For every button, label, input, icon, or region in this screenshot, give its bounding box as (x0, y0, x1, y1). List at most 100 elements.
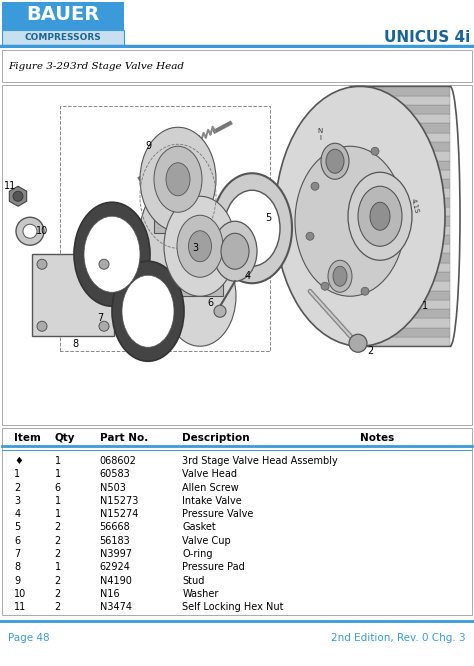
Ellipse shape (358, 186, 402, 246)
Bar (350, 151, 450, 161)
Text: N15274: N15274 (100, 509, 138, 519)
Bar (350, 188, 450, 198)
Text: Washer: Washer (182, 589, 219, 599)
Bar (350, 244, 450, 253)
Circle shape (371, 147, 379, 155)
Ellipse shape (154, 147, 202, 212)
Text: 7: 7 (14, 549, 20, 559)
Text: 5: 5 (14, 522, 20, 533)
Bar (350, 300, 450, 309)
Text: 3: 3 (14, 496, 20, 506)
Bar (350, 105, 450, 114)
Text: 5: 5 (265, 213, 271, 223)
Bar (350, 114, 450, 123)
Bar (32, 254, 114, 336)
Bar (350, 318, 450, 328)
Text: O-ring: O-ring (182, 549, 213, 559)
Bar (2, 30, 124, 46)
Text: 2: 2 (55, 535, 61, 546)
Text: Item: Item (14, 433, 41, 444)
Bar (350, 179, 450, 188)
Ellipse shape (212, 173, 292, 283)
Text: Intake Valve: Intake Valve (182, 496, 242, 506)
Bar (350, 253, 450, 262)
Ellipse shape (122, 275, 174, 347)
Text: Valve Head: Valve Head (182, 469, 237, 480)
Text: Valve Cup: Valve Cup (182, 535, 231, 546)
Text: 2: 2 (14, 482, 20, 493)
Circle shape (23, 224, 37, 238)
Circle shape (99, 321, 109, 331)
Bar (350, 95, 450, 105)
Text: Qty: Qty (55, 433, 75, 444)
Bar (350, 142, 450, 151)
Text: UNICUS 4i: UNICUS 4i (384, 31, 470, 45)
Text: 11: 11 (14, 602, 27, 613)
Text: 1: 1 (422, 301, 428, 311)
Ellipse shape (140, 127, 216, 231)
Text: 1: 1 (55, 562, 61, 573)
Circle shape (311, 182, 319, 190)
Text: 9: 9 (14, 575, 20, 586)
Bar (350, 170, 450, 179)
Ellipse shape (370, 202, 390, 230)
Text: 2: 2 (55, 575, 61, 586)
Ellipse shape (348, 172, 412, 260)
Text: Pressure Valve: Pressure Valve (182, 509, 254, 519)
Circle shape (16, 217, 44, 245)
Text: 60583: 60583 (100, 469, 130, 480)
Bar (350, 235, 450, 244)
Text: N16: N16 (100, 589, 119, 599)
Ellipse shape (295, 147, 405, 296)
Circle shape (37, 259, 47, 269)
Text: 2nd Edition, Rev. 0 Chg. 3: 2nd Edition, Rev. 0 Chg. 3 (331, 633, 466, 643)
Ellipse shape (164, 196, 236, 296)
Circle shape (349, 334, 367, 352)
Text: 2: 2 (367, 346, 373, 356)
Text: 2: 2 (55, 522, 61, 533)
Ellipse shape (275, 87, 445, 346)
Text: 10: 10 (36, 226, 48, 236)
Text: 1: 1 (55, 509, 61, 519)
Text: Allen Screw: Allen Screw (182, 482, 239, 493)
Text: 3rd Stage Valve Head Assembly: 3rd Stage Valve Head Assembly (182, 456, 338, 466)
Text: COMPRESSORS: COMPRESSORS (25, 33, 101, 43)
Text: 56668: 56668 (100, 522, 130, 533)
Text: 8: 8 (14, 562, 20, 573)
Polygon shape (177, 246, 223, 296)
Bar (350, 290, 450, 300)
Text: Description: Description (182, 433, 250, 444)
Bar (350, 309, 450, 318)
Bar (350, 272, 450, 281)
Bar (350, 328, 450, 337)
Text: N503: N503 (100, 482, 126, 493)
Bar (350, 337, 450, 346)
Bar (350, 133, 450, 142)
Text: Self Locking Hex Nut: Self Locking Hex Nut (182, 602, 284, 613)
Text: N4190: N4190 (100, 575, 131, 586)
Text: Stud: Stud (182, 575, 205, 586)
Bar (350, 161, 450, 170)
Text: BAUER: BAUER (27, 5, 100, 25)
Ellipse shape (221, 233, 249, 269)
Text: 4.1S: 4.1S (410, 198, 420, 214)
Circle shape (99, 259, 109, 269)
Text: 6: 6 (14, 535, 20, 546)
Text: 068602: 068602 (100, 456, 137, 466)
Text: 1: 1 (55, 469, 61, 480)
Ellipse shape (84, 216, 140, 292)
Ellipse shape (112, 261, 184, 361)
Ellipse shape (189, 230, 211, 262)
Bar (350, 207, 450, 216)
Text: 2: 2 (55, 589, 61, 599)
Ellipse shape (333, 266, 347, 286)
Ellipse shape (166, 163, 190, 196)
Ellipse shape (328, 260, 352, 292)
Text: 4: 4 (245, 271, 251, 281)
Ellipse shape (140, 181, 216, 285)
Text: 56183: 56183 (100, 535, 130, 546)
Circle shape (361, 287, 369, 295)
Circle shape (306, 232, 314, 240)
Text: Notes: Notes (360, 433, 394, 444)
Text: 1: 1 (55, 496, 61, 506)
